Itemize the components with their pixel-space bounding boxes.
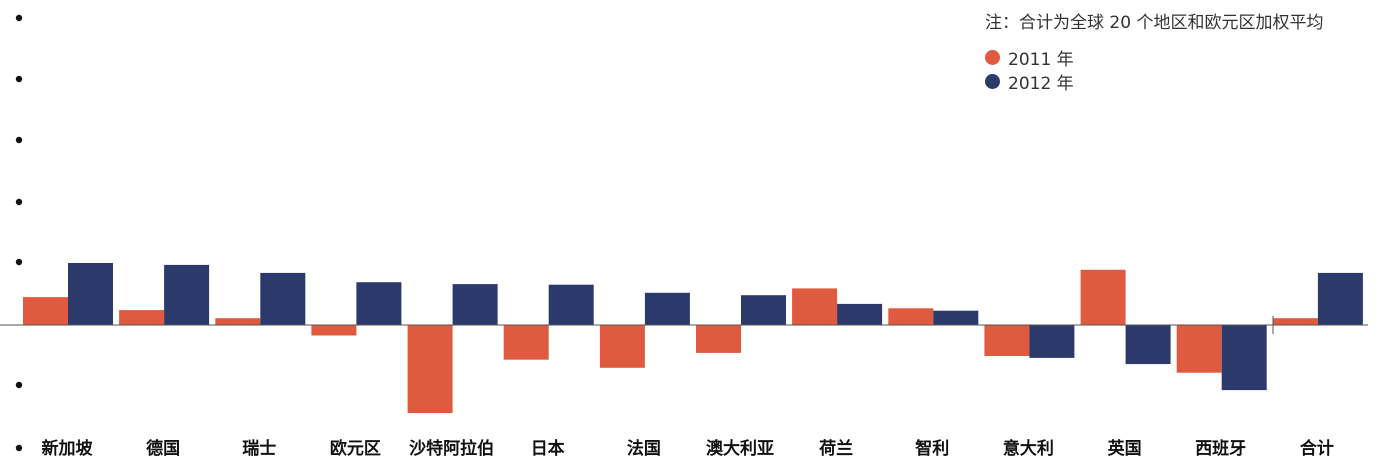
bar-2012 (741, 295, 786, 325)
category-label: 合计 (1300, 438, 1334, 459)
category-label: 西班牙 (1195, 439, 1246, 459)
bar-2011 (1080, 269, 1126, 325)
bar-2011 (311, 325, 357, 336)
bar-2012 (1125, 325, 1171, 365)
y-tick-dot (15, 136, 23, 144)
category-label: 欧元区 (330, 438, 381, 459)
bar-2012 (260, 272, 306, 325)
bar-2012 (68, 263, 113, 325)
category-label: 日本 (531, 438, 565, 459)
y-tick-dot (15, 381, 23, 389)
bar-2012 (1221, 325, 1267, 391)
bar-2012 (933, 310, 979, 325)
bar-2012 (1029, 325, 1075, 358)
bar-2011 (1176, 325, 1222, 373)
category-label: 澳大利亚 (706, 438, 774, 459)
y-tick-dot (15, 198, 23, 206)
legend-item-2011: 2011 年 (985, 45, 1074, 70)
bar-2011 (119, 310, 165, 325)
bar-2011 (407, 325, 453, 413)
category-label: 法国 (627, 438, 661, 459)
bar-2011 (215, 318, 261, 325)
bar-2012 (644, 292, 690, 325)
legend: 2011 年 2012 年 (985, 45, 1074, 94)
legend-swatch-2012 (985, 73, 1000, 89)
bar-2012 (1317, 272, 1363, 325)
bar-2012 (452, 284, 498, 325)
bar-2012 (356, 282, 402, 325)
bar-2011 (23, 297, 68, 325)
bar-2012 (837, 303, 883, 325)
bar-2011 (1272, 318, 1318, 325)
legend-label-2011: 2011 年 (1008, 49, 1074, 70)
legend-swatch-2011 (985, 49, 1000, 65)
y-tick-dot (15, 75, 23, 83)
bar-2012 (164, 264, 210, 325)
bar-2011 (792, 288, 838, 325)
bar-2011 (599, 325, 645, 368)
legend-label-2012: 2012 年 (1008, 73, 1074, 94)
bar-2011 (696, 325, 741, 353)
y-tick-dot (15, 444, 23, 452)
category-label: 瑞士 (242, 438, 276, 459)
category-label: 荷兰 (819, 438, 853, 459)
y-tick-dot (15, 258, 23, 266)
category-label: 智利 (915, 438, 949, 459)
y-tick-dot (15, 14, 23, 22)
category-label: 沙特阿拉伯 (409, 438, 494, 459)
category-label: 德国 (146, 438, 180, 459)
chart-note: 注：合计为全球 20 个地区和欧元区加权平均 (985, 13, 1324, 33)
category-label: 新加坡 (42, 438, 93, 459)
category-label: 英国 (1108, 438, 1142, 459)
bar-2011 (503, 325, 549, 360)
bar-2011 (888, 308, 934, 325)
bar-2012 (548, 284, 594, 325)
legend-item-2012: 2012 年 (985, 69, 1074, 94)
category-label: 意大利 (1003, 438, 1054, 459)
bar-2011 (984, 325, 1030, 356)
